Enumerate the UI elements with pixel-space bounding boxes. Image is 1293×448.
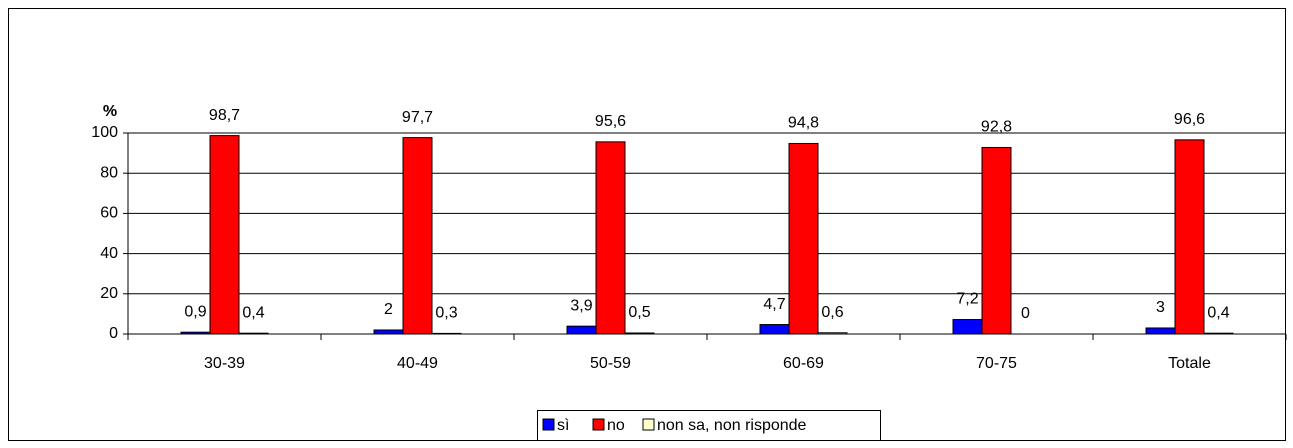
data-label: 0,6	[821, 304, 843, 321]
bar	[1203, 332, 1234, 335]
bar	[180, 331, 211, 335]
data-label: 7,2	[956, 291, 978, 308]
data-label: 97,7	[402, 109, 433, 126]
x-tick-label: 30-39	[204, 355, 245, 372]
bar	[566, 325, 597, 335]
data-label: 0	[1021, 305, 1030, 322]
data-label: 0,5	[628, 304, 650, 321]
data-label: 0,3	[435, 305, 457, 322]
y-tick-label: 0	[109, 325, 118, 342]
data-label: 3	[1156, 299, 1165, 316]
y-tick-label: 100	[91, 124, 118, 141]
y-tick-label: 60	[100, 205, 118, 222]
legend-swatch	[592, 418, 605, 431]
data-label: 3,9	[570, 297, 592, 314]
data-label: 0,4	[1207, 304, 1229, 321]
bar	[209, 135, 240, 335]
bar	[238, 332, 269, 335]
data-label: 2	[384, 301, 393, 318]
data-label: 0,9	[184, 303, 206, 320]
bar	[595, 141, 626, 335]
y-tick-label: 20	[100, 285, 118, 302]
x-tick-label: Totale	[1168, 355, 1211, 372]
bar	[788, 142, 819, 335]
x-tick-label: 70-75	[976, 355, 1017, 372]
bar	[1145, 327, 1176, 335]
legend-swatch	[542, 418, 555, 431]
legend-label: no	[607, 417, 625, 434]
data-label: 0,4	[242, 304, 264, 321]
legend-swatch	[642, 418, 655, 431]
bar	[402, 137, 433, 335]
data-label: 95,6	[595, 113, 626, 130]
x-tick-label: 40-49	[397, 355, 438, 372]
bar	[952, 319, 983, 335]
bar	[759, 324, 790, 335]
legend-label: non sa, non risponde	[657, 417, 807, 434]
data-label: 96,6	[1174, 111, 1205, 128]
legend-label: sì	[557, 417, 569, 434]
bar	[431, 332, 462, 335]
data-label: 92,8	[981, 119, 1012, 136]
chart-frame	[8, 8, 1286, 441]
x-tick-label: 50-59	[590, 355, 631, 372]
bar	[817, 332, 848, 335]
bar	[981, 146, 1012, 335]
data-label: 98,7	[209, 107, 240, 124]
x-tick-label: 60-69	[783, 355, 824, 372]
bar	[624, 332, 655, 335]
bar	[1174, 139, 1205, 335]
bar	[373, 329, 404, 335]
data-label: 94,8	[788, 115, 819, 132]
y-axis-label: %	[103, 103, 117, 120]
data-label: 4,7	[763, 296, 785, 313]
y-tick-label: 40	[100, 245, 118, 262]
y-tick-label: 80	[100, 164, 118, 181]
